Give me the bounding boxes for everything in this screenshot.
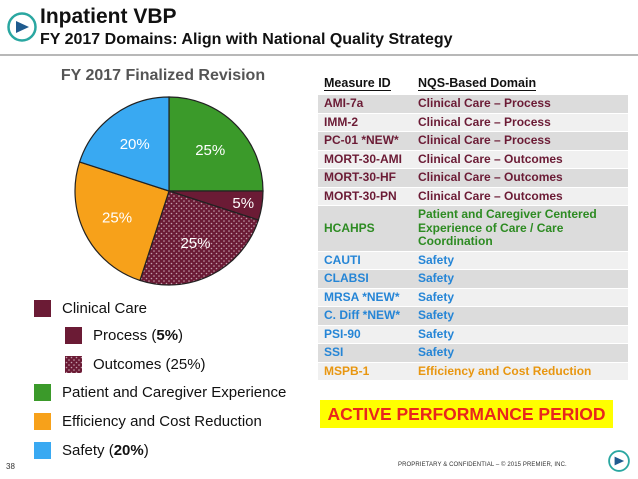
table-row: PC-01 *NEW* Clinical Care – Process [318, 131, 628, 150]
table-header-row: Measure ID NQS-Based Domain [318, 73, 628, 95]
legend-outcomes-label: Outcomes (25%) [93, 356, 206, 373]
measure-id-cell: MORT-30-PN [318, 186, 412, 206]
domain-cell: Clinical Care – Outcomes [412, 186, 628, 206]
safety-swatch [34, 442, 51, 459]
title-divider [0, 54, 638, 56]
copyright-footer: PROPRIETARY & CONFIDENTIAL – © 2015 PREM… [398, 462, 567, 468]
domain-cell: Safety [412, 343, 628, 362]
pie-chart: 25% 5% 25% 25% 20% [74, 96, 264, 286]
table-row: HCAHPS Patient and Caregiver Centered Exp… [318, 205, 628, 251]
legend-clinical-care-label: Clinical Care [62, 300, 148, 317]
legend-safety-value: 20% [113, 442, 144, 459]
measure-id-cell: MSPB-1 [318, 361, 412, 380]
pie-label: 25% [180, 235, 210, 252]
pie-slice-efficiency-and-cost-reduction [74, 161, 170, 282]
patient-experience-swatch [34, 384, 51, 401]
legend-efficiency: Efficiency and Cost Reduction [34, 413, 262, 430]
measure-id-cell: PSI-90 [318, 324, 412, 344]
pie-label: 25% [102, 209, 132, 226]
legend-clinical-care: Clinical Care [34, 300, 147, 317]
title-line-2: FY 2017 Domains: Align with National Qua… [40, 31, 453, 48]
clinical-care-swatch [34, 300, 51, 317]
domain-cell: Clinical Care – Process [412, 112, 628, 132]
pie-label: 25% [195, 142, 225, 159]
domain-cell: Safety [412, 306, 628, 325]
measure-id-cell: C. Diff *NEW* [318, 306, 412, 325]
legend-process-prefix: Process ( [93, 327, 157, 344]
premier-logo [7, 12, 37, 42]
domain-cell: Patient and Caregiver Centered Experienc… [412, 205, 628, 251]
efficiency-swatch [34, 413, 51, 430]
table-row: AMI-7a Clinical Care – Process [318, 94, 628, 113]
measure-id-header: Measure ID [318, 73, 412, 95]
table-row: MSPB-1 Efficiency and Cost Reduction [318, 361, 628, 380]
table-row: MRSA *NEW* Safety [318, 287, 628, 307]
measure-id-cell: IMM-2 [318, 112, 412, 132]
table-row: CAUTI Safety [318, 250, 628, 270]
table-row: MORT-30-AMI Clinical Care – Outcomes [318, 149, 628, 169]
pie-slice-patient-and-caregiver-experience [168, 96, 264, 192]
legend-process-value: 5% [156, 327, 179, 344]
measure-id-cell: CAUTI [318, 250, 412, 270]
nqs-domain-header: NQS-Based Domain [412, 73, 628, 95]
legend-safety-prefix: Safety ( [62, 442, 114, 459]
pie-label: 20% [120, 136, 150, 153]
domain-cell: Safety [412, 269, 628, 288]
chart-title: FY 2017 Finalized Revision [60, 67, 266, 84]
table-row: MORT-30-HF Clinical Care – Outcomes [318, 168, 628, 187]
table-row: SSI Safety [318, 343, 628, 362]
measure-id-cell: MRSA *NEW* [318, 287, 412, 307]
pie-slice-safety [78, 96, 170, 192]
legend-safety-suffix: ) [143, 442, 149, 459]
legend-outcomes: Outcomes (25%) [65, 356, 206, 373]
table-row: PSI-90 Safety [318, 324, 628, 344]
process-swatch [65, 327, 82, 344]
pie-slice-outcomes [139, 190, 260, 286]
domain-cell: Clinical Care – Process [412, 94, 628, 113]
measure-id-cell: MORT-30-HF [318, 168, 412, 187]
table-row: C. Diff *NEW* Safety [318, 306, 628, 325]
table-row: MORT-30-PN Clinical Care – Outcomes [318, 186, 628, 206]
domain-cell: Clinical Care – Process [412, 131, 628, 150]
active-performance-banner: ACTIVE PERFORMANCE PERIOD [320, 400, 613, 428]
table-row: IMM-2 Clinical Care – Process [318, 112, 628, 132]
page-number: 38 [6, 462, 15, 471]
title-line-1: Inpatient VBP [40, 5, 177, 28]
measure-id-cell: HCAHPS [318, 205, 412, 251]
legend-patient-experience: Patient and Caregiver Experience [34, 384, 286, 401]
legend-process-suffix: ) [178, 327, 184, 344]
legend-efficiency-label: Efficiency and Cost Reduction [62, 413, 262, 430]
measures-table: Measure ID NQS-Based Domain AMI-7a Clinic… [318, 73, 628, 380]
slide-title: Inpatient VBP FY 2017 Domains: Align wit… [40, 4, 453, 51]
domain-cell: Clinical Care – Outcomes [412, 168, 628, 187]
measure-id-cell: PC-01 *NEW* [318, 131, 412, 150]
pie-label: 5% [232, 195, 254, 212]
domain-cell: Efficiency and Cost Reduction [412, 361, 628, 380]
table-row: CLABSI Safety [318, 269, 628, 288]
measure-id-cell: MORT-30-AMI [318, 149, 412, 169]
domain-cell: Safety [412, 287, 628, 307]
legend-process: Process (5%) [65, 327, 183, 344]
domain-cell: Safety [412, 250, 628, 270]
outcomes-swatch [65, 356, 82, 373]
footer-logo [608, 450, 630, 472]
legend-patient-experience-label: Patient and Caregiver Experience [62, 384, 287, 401]
domain-cell: Clinical Care – Outcomes [412, 149, 628, 169]
legend-safety: Safety (20%) [34, 442, 149, 459]
measure-id-cell: CLABSI [318, 269, 412, 288]
measure-id-cell: AMI-7a [318, 94, 412, 113]
measure-id-cell: SSI [318, 343, 412, 362]
domain-cell: Safety [412, 324, 628, 344]
